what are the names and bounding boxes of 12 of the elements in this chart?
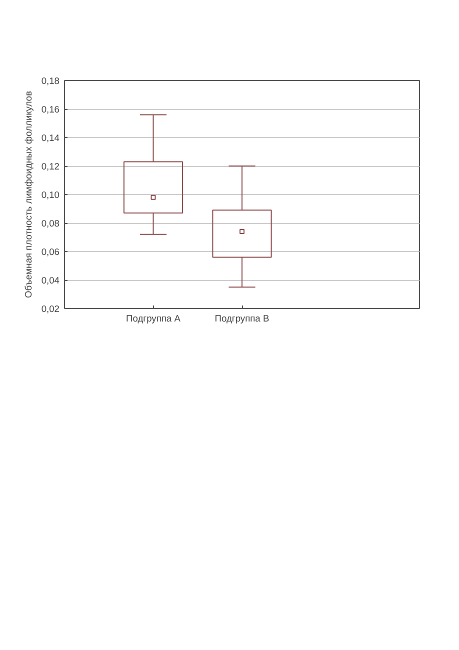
y-tick-label: 0,16 bbox=[41, 104, 60, 114]
y-tick-label: 0,18 bbox=[41, 76, 60, 86]
y-tick-label: 0,06 bbox=[41, 247, 60, 257]
y-tick-label: 0,12 bbox=[41, 162, 60, 172]
y-tick-label: 0,02 bbox=[41, 304, 60, 314]
x-tick-label: Подгруппа B bbox=[214, 314, 270, 324]
y-axis-title: Объемная плотность лимфоидных фолликулов bbox=[23, 90, 34, 298]
y-tick-label: 0,14 bbox=[41, 133, 60, 143]
x-tick-label: Подгруппа A bbox=[126, 314, 182, 324]
y-tick-label: 0,04 bbox=[41, 276, 60, 286]
y-tick-label: 0,08 bbox=[41, 218, 60, 228]
y-tick-label: 0,10 bbox=[41, 190, 60, 200]
